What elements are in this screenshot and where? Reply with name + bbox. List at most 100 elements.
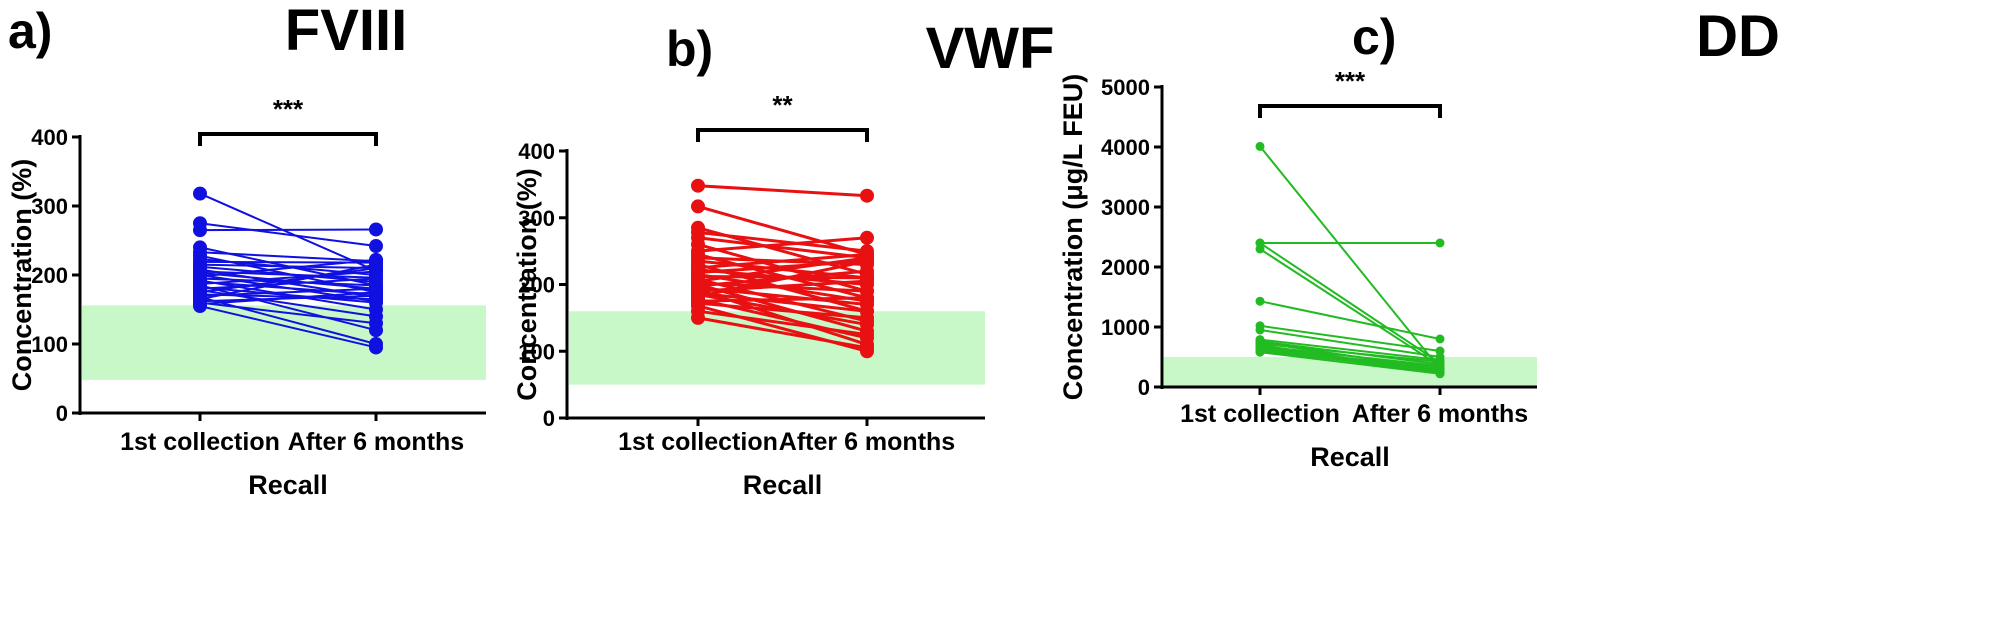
panel-a-x-axis-label: Recall xyxy=(248,470,328,500)
panel-b-pair-line xyxy=(697,236,868,260)
panel-c-x-tick-label: After 6 months xyxy=(1352,400,1528,428)
panel-b-y-tick-label: 0 xyxy=(543,406,555,431)
panel-c-pair-line xyxy=(1259,348,1441,369)
panel-b-pair-line xyxy=(697,283,868,333)
panel-c-point xyxy=(1255,296,1265,306)
panel-b-y-tick-label: 400 xyxy=(518,139,555,164)
panel-c-reference-band xyxy=(1164,357,1537,387)
panel-c-pair-line xyxy=(1259,338,1441,361)
panel-b-point xyxy=(860,230,874,245)
panel-a-point xyxy=(193,299,207,314)
panel-a-letter: a) xyxy=(8,3,52,59)
panel-b-letter: b) xyxy=(666,21,713,77)
panel-c-y-tick-label: 1000 xyxy=(1101,315,1150,340)
panel-b-significance-bracket xyxy=(696,128,869,142)
panel-b-point xyxy=(860,254,874,269)
panel-a-point xyxy=(369,239,383,254)
panel-a-pair-line xyxy=(199,251,377,263)
panel-b-y-tick-label: 200 xyxy=(518,273,555,298)
panel-b-point xyxy=(691,178,705,193)
panel-c-y-tick-label: 0 xyxy=(1138,375,1150,400)
panel-a-pair-line xyxy=(199,270,377,279)
panel-c-point xyxy=(1255,325,1265,335)
panel-c-x-axis-label: Recall xyxy=(1310,442,1390,472)
panel-a-point xyxy=(193,223,207,238)
panel-c-pair-line xyxy=(1259,145,1441,370)
panel-a-significance-bracket xyxy=(198,132,378,146)
panel-c-significance-bracket xyxy=(1258,104,1442,118)
panel-b-significance-label: ** xyxy=(772,90,793,120)
panel-a-pair-line xyxy=(199,277,377,290)
panel-c-y-tick-label: 3000 xyxy=(1101,195,1150,220)
panel-c-point xyxy=(1255,141,1265,151)
panel-a-point xyxy=(369,222,383,237)
panel-b-pair-line xyxy=(697,259,868,298)
panel-a-pair-line xyxy=(199,258,377,278)
panel-a-pair-line xyxy=(199,263,377,270)
panel-a-point xyxy=(369,285,383,300)
panel-b-pair-line xyxy=(697,309,868,337)
panel-b-pair-line xyxy=(697,184,868,198)
panel-a-pair-line xyxy=(199,280,377,296)
panel-b-y-axis-label: Concentration (%) xyxy=(512,168,542,401)
panel-b-point xyxy=(860,340,874,355)
panel-b-pair-line xyxy=(697,316,868,350)
panel-a-y-tick-label: 100 xyxy=(31,332,68,357)
panel-a-pair-line xyxy=(199,267,377,294)
panel-c-y-tick-label: 4000 xyxy=(1101,135,1150,160)
panel-c-y-tick-label: 5000 xyxy=(1101,75,1150,100)
panel-b-x-tick-label: 1st collection xyxy=(618,428,778,456)
panel-c-point xyxy=(1255,244,1265,254)
panel-a-pair-line xyxy=(199,301,377,325)
panel-a-point xyxy=(369,340,383,355)
panel-a-pair-line xyxy=(199,305,377,349)
panel-c-point xyxy=(1435,334,1445,344)
panel-b-pair-line xyxy=(697,230,868,253)
panel-c-title: DD xyxy=(1696,4,1780,69)
panel-a-significance-label: *** xyxy=(273,94,304,124)
panel-c-significance-label: *** xyxy=(1335,66,1366,96)
panel-a-point xyxy=(369,271,383,286)
panel-c-axes: 0 1000 2000 3000 4000 5000 1st collection After… xyxy=(1101,75,1537,428)
panel-b-pair-line xyxy=(697,256,868,283)
panel-c: c) DD *** 0 1000 2000 3000 4000 5000 1st colle… xyxy=(1058,4,1780,472)
panel-a-pair-line xyxy=(199,296,377,345)
panel-b-point xyxy=(860,264,874,279)
panel-b-title: VWF xyxy=(926,16,1055,81)
panel-a-x-tick-label: After 6 months xyxy=(288,428,464,456)
panel-b-y-tick-label: 300 xyxy=(518,206,555,231)
panel-c-y-axis-label: Concentration (μg/L FEU) xyxy=(1058,74,1088,401)
panel-b-y-tick-label: 100 xyxy=(518,339,555,364)
panel-b-pair-line xyxy=(697,236,868,253)
panel-a-pair-line xyxy=(199,192,377,272)
panel-c-pair-line xyxy=(1259,300,1441,340)
panel-b-pair-line xyxy=(697,252,868,270)
panel-b: b) VWF ** 0 100 200 300 400 1st collection Aft… xyxy=(512,16,1054,500)
panel-b-pair-line xyxy=(697,291,868,313)
panel-b-x-axis-label: Recall xyxy=(743,470,823,500)
panel-c-pair-line xyxy=(1259,324,1441,352)
panel-c-pair-line xyxy=(1259,350,1441,370)
panel-a-pair-line xyxy=(199,263,377,301)
panel-a-pair-line xyxy=(199,291,377,305)
panel-a-reference-band xyxy=(82,305,486,380)
panel-a-y-axis-label: Concentration (%) xyxy=(7,159,37,392)
panel-a-pair-line xyxy=(199,286,377,304)
panel-c-point xyxy=(1435,238,1445,248)
panel-b-x-tick-label: After 6 months xyxy=(779,428,955,456)
panel-b-point xyxy=(860,188,874,203)
panel-b-point xyxy=(860,290,874,305)
panel-b-point xyxy=(691,310,705,325)
panel-a-x-tick-label: 1st collection xyxy=(120,428,280,456)
panel-a-y-tick-label: 200 xyxy=(31,263,68,288)
panel-b-point xyxy=(860,274,874,289)
panel-c-x-tick-label: 1st collection xyxy=(1180,400,1340,428)
panel-b-axes: 0 100 200 300 400 1st collection After 6 month… xyxy=(518,139,985,456)
panel-a-data-lines xyxy=(193,186,383,355)
panel-b-pair-line xyxy=(697,296,868,303)
panel-a-pair-line xyxy=(199,228,377,232)
panel-c-pair-line xyxy=(1259,351,1441,375)
panel-a-pair-line xyxy=(199,222,377,248)
panel-c-point xyxy=(1255,347,1265,357)
